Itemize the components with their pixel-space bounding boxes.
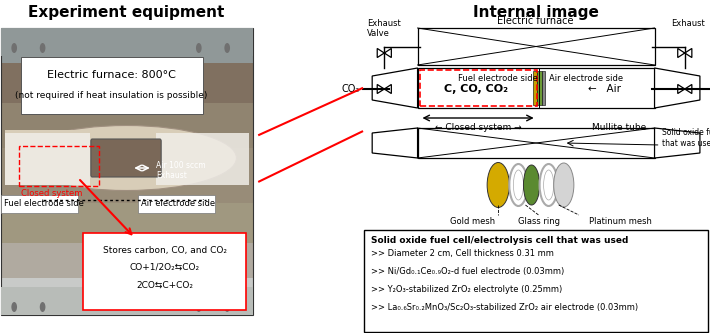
Ellipse shape [523, 165, 540, 205]
Text: Fuel electrode side: Fuel electrode side [4, 199, 84, 208]
Bar [532, 71, 537, 105]
Bar [1, 148, 253, 203]
Text: ←   Air: ← Air [588, 84, 621, 94]
Text: Exhaust: Exhaust [367, 19, 401, 28]
Polygon shape [655, 128, 700, 158]
Bar [5, 133, 90, 185]
Bar [156, 133, 248, 185]
Bar [542, 71, 545, 105]
Ellipse shape [11, 43, 17, 53]
Text: Air electrode side: Air electrode side [549, 74, 623, 83]
Bar [1, 203, 253, 243]
Text: Experiment equipment: Experiment equipment [28, 6, 224, 21]
Text: Electric furnace: 800°C: Electric furnace: 800°C [47, 70, 176, 80]
Ellipse shape [554, 163, 574, 207]
Text: >> Y₂O₃-stabilized ZrO₂ electrolyte (0.25mm): >> Y₂O₃-stabilized ZrO₂ electrolyte (0.2… [371, 285, 562, 294]
Text: Valve: Valve [367, 30, 390, 39]
Text: Exhaust: Exhaust [671, 19, 705, 28]
Text: Exhaust: Exhaust [156, 170, 187, 179]
Polygon shape [655, 68, 700, 108]
Bar [1, 28, 253, 315]
Polygon shape [372, 68, 417, 108]
Text: Gold mesh: Gold mesh [450, 217, 496, 226]
Text: (not required if heat insulation is possible): (not required if heat insulation is poss… [16, 91, 207, 100]
Text: >> Diameter 2 cm, Cell thickness 0.31 mm: >> Diameter 2 cm, Cell thickness 0.31 mm [371, 249, 554, 258]
Text: >> Ni/Gd₀.₁Ce₀.₉O₂-d fuel electrode (0.03mm): >> Ni/Gd₀.₁Ce₀.₉O₂-d fuel electrode (0.0… [371, 267, 564, 276]
Ellipse shape [509, 164, 528, 206]
Ellipse shape [196, 43, 202, 53]
Text: 2CO⇆C+CO₂: 2CO⇆C+CO₂ [136, 280, 193, 289]
Text: C, CO, CO₂: C, CO, CO₂ [444, 84, 508, 94]
Polygon shape [678, 85, 692, 94]
Ellipse shape [544, 170, 554, 200]
Polygon shape [372, 128, 417, 158]
Bar [5, 130, 115, 185]
Bar [1, 103, 253, 148]
Ellipse shape [224, 43, 230, 53]
FancyBboxPatch shape [364, 230, 708, 332]
Polygon shape [377, 48, 391, 58]
Text: Mullite tube: Mullite tube [592, 123, 646, 132]
Polygon shape [678, 48, 692, 58]
Text: Solid oxide fuel cell/electrolysis cell that was used: Solid oxide fuel cell/electrolysis cell … [371, 236, 628, 245]
Ellipse shape [487, 163, 509, 207]
Text: Electric furnace: Electric furnace [497, 16, 574, 26]
Text: Closed system: Closed system [21, 188, 82, 197]
Ellipse shape [196, 302, 202, 312]
Bar [537, 71, 542, 105]
Text: ← Closed system →: ← Closed system → [435, 123, 521, 132]
Ellipse shape [513, 170, 523, 200]
Ellipse shape [540, 164, 558, 206]
Text: Air electrode side: Air electrode side [141, 199, 214, 208]
Bar [417, 68, 655, 108]
Text: >> La₀.₆Sr₀.₂MnO₃/Sc₂O₃-stabilized ZrO₂ air electrode (0.03mm): >> La₀.₆Sr₀.₂MnO₃/Sc₂O₃-stabilized ZrO₂ … [371, 303, 638, 312]
Text: CO₂: CO₂ [342, 84, 360, 94]
Ellipse shape [40, 43, 45, 53]
Bar [417, 128, 655, 158]
Bar [1, 63, 253, 103]
Text: Solid oxide fuel cell/electrolysis cell
that was used: Solid oxide fuel cell/electrolysis cell … [662, 128, 710, 148]
Text: CO+1/2O₂⇆CO₂: CO+1/2O₂⇆CO₂ [130, 262, 200, 271]
Bar [1, 243, 253, 278]
Bar [1, 287, 253, 315]
Text: Internal image: Internal image [473, 6, 599, 21]
Text: Stores carbon, CO, and CO₂: Stores carbon, CO, and CO₂ [103, 245, 226, 254]
Polygon shape [377, 85, 391, 94]
Bar [1, 28, 253, 63]
Text: Platinum mesh: Platinum mesh [589, 217, 652, 226]
FancyBboxPatch shape [91, 139, 161, 177]
Text: Air 100 sccm: Air 100 sccm [156, 161, 206, 169]
Bar [417, 28, 655, 65]
Ellipse shape [224, 302, 230, 312]
FancyBboxPatch shape [1, 195, 78, 213]
Text: Glass ring: Glass ring [518, 217, 559, 226]
Bar [1, 28, 253, 56]
Ellipse shape [16, 126, 236, 190]
Bar [1, 278, 253, 315]
Text: Fuel electrode side: Fuel electrode side [458, 74, 537, 83]
Ellipse shape [11, 302, 17, 312]
FancyBboxPatch shape [21, 57, 203, 114]
FancyBboxPatch shape [138, 195, 215, 213]
FancyBboxPatch shape [83, 233, 246, 310]
Ellipse shape [40, 302, 45, 312]
